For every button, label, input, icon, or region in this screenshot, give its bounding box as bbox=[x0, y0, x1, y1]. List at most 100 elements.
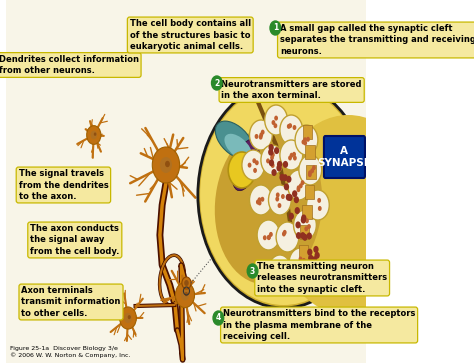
Circle shape bbox=[288, 155, 292, 160]
Circle shape bbox=[266, 158, 270, 163]
Circle shape bbox=[299, 262, 303, 267]
Circle shape bbox=[275, 196, 279, 201]
Circle shape bbox=[268, 144, 274, 151]
Circle shape bbox=[301, 215, 306, 221]
Text: Dendrites collect information
from other neurons.: Dendrites collect information from other… bbox=[0, 55, 139, 75]
Circle shape bbox=[307, 249, 312, 256]
Bar bbox=[307, 165, 316, 179]
Circle shape bbox=[299, 257, 302, 261]
Circle shape bbox=[293, 156, 297, 160]
Circle shape bbox=[119, 307, 137, 329]
Circle shape bbox=[257, 220, 280, 250]
Circle shape bbox=[293, 210, 316, 240]
Circle shape bbox=[299, 183, 303, 188]
Circle shape bbox=[273, 123, 277, 128]
Bar bbox=[303, 125, 312, 139]
Circle shape bbox=[270, 21, 281, 35]
Circle shape bbox=[286, 176, 292, 183]
Circle shape bbox=[272, 120, 275, 125]
Circle shape bbox=[160, 157, 172, 173]
Circle shape bbox=[280, 140, 303, 170]
Circle shape bbox=[288, 123, 292, 128]
Text: 4: 4 bbox=[216, 314, 221, 322]
Circle shape bbox=[312, 165, 316, 170]
Ellipse shape bbox=[299, 135, 398, 295]
Circle shape bbox=[264, 105, 288, 135]
Circle shape bbox=[268, 255, 292, 285]
Circle shape bbox=[295, 207, 300, 214]
Circle shape bbox=[292, 190, 297, 197]
Circle shape bbox=[308, 170, 312, 175]
Circle shape bbox=[303, 140, 307, 146]
Circle shape bbox=[184, 280, 189, 286]
Circle shape bbox=[256, 200, 260, 204]
Circle shape bbox=[258, 200, 262, 205]
Circle shape bbox=[283, 174, 288, 181]
Circle shape bbox=[307, 190, 329, 220]
Circle shape bbox=[307, 224, 311, 229]
Circle shape bbox=[255, 134, 258, 139]
Circle shape bbox=[228, 152, 255, 188]
Circle shape bbox=[270, 155, 274, 160]
Circle shape bbox=[284, 183, 289, 190]
Circle shape bbox=[292, 152, 296, 157]
Text: The signal travels
from the dendrites
to the axon.: The signal travels from the dendrites to… bbox=[18, 170, 108, 201]
Circle shape bbox=[279, 264, 283, 269]
Circle shape bbox=[198, 82, 370, 308]
Bar bbox=[299, 245, 308, 259]
Circle shape bbox=[271, 152, 275, 157]
Circle shape bbox=[307, 232, 312, 240]
Text: A small gap called the synaptic cleft
separates the transmitting and receiving
n: A small gap called the synaptic cleft se… bbox=[280, 24, 474, 56]
Circle shape bbox=[268, 149, 273, 156]
Circle shape bbox=[253, 168, 257, 173]
Circle shape bbox=[276, 222, 299, 252]
Circle shape bbox=[268, 185, 292, 215]
Circle shape bbox=[255, 160, 259, 165]
Text: Figure 25-1a  Discover Biology 3/e
© 2006 W. W. Norton & Company, Inc.: Figure 25-1a Discover Biology 3/e © 2006… bbox=[10, 346, 131, 358]
Bar bbox=[302, 205, 311, 219]
Circle shape bbox=[247, 264, 258, 278]
Circle shape bbox=[267, 235, 271, 240]
Circle shape bbox=[301, 217, 306, 224]
Circle shape bbox=[301, 139, 305, 144]
Circle shape bbox=[259, 135, 263, 140]
Circle shape bbox=[296, 232, 301, 239]
Circle shape bbox=[310, 168, 314, 173]
Circle shape bbox=[297, 187, 301, 192]
Circle shape bbox=[295, 221, 301, 228]
Circle shape bbox=[182, 277, 191, 289]
Circle shape bbox=[289, 248, 312, 278]
Text: 3: 3 bbox=[250, 266, 255, 276]
Circle shape bbox=[287, 194, 292, 201]
Circle shape bbox=[313, 246, 319, 253]
Circle shape bbox=[314, 252, 320, 259]
Circle shape bbox=[274, 147, 279, 154]
Circle shape bbox=[302, 234, 308, 241]
Circle shape bbox=[249, 120, 272, 150]
Text: The axon conducts
the signal away
from the cell body.: The axon conducts the signal away from t… bbox=[30, 224, 119, 256]
Circle shape bbox=[272, 169, 277, 176]
Bar bbox=[305, 185, 314, 199]
Circle shape bbox=[274, 268, 278, 272]
Text: The cell body contains all
of the structures basic to
eukaryotic animal cells.: The cell body contains all of the struct… bbox=[130, 19, 251, 50]
Ellipse shape bbox=[224, 134, 252, 160]
Ellipse shape bbox=[215, 121, 253, 159]
Circle shape bbox=[249, 185, 272, 215]
Circle shape bbox=[281, 194, 285, 199]
Circle shape bbox=[261, 130, 264, 135]
Circle shape bbox=[248, 163, 252, 168]
Circle shape bbox=[300, 232, 305, 239]
Circle shape bbox=[269, 232, 273, 237]
Circle shape bbox=[283, 161, 288, 168]
Circle shape bbox=[308, 255, 313, 262]
Circle shape bbox=[259, 132, 263, 138]
Circle shape bbox=[271, 163, 274, 168]
Circle shape bbox=[306, 137, 310, 142]
Circle shape bbox=[274, 115, 278, 121]
FancyBboxPatch shape bbox=[324, 136, 365, 178]
Circle shape bbox=[252, 158, 256, 163]
Circle shape bbox=[185, 292, 188, 296]
Circle shape bbox=[281, 263, 284, 268]
Circle shape bbox=[91, 131, 97, 139]
FancyBboxPatch shape bbox=[6, 0, 367, 363]
